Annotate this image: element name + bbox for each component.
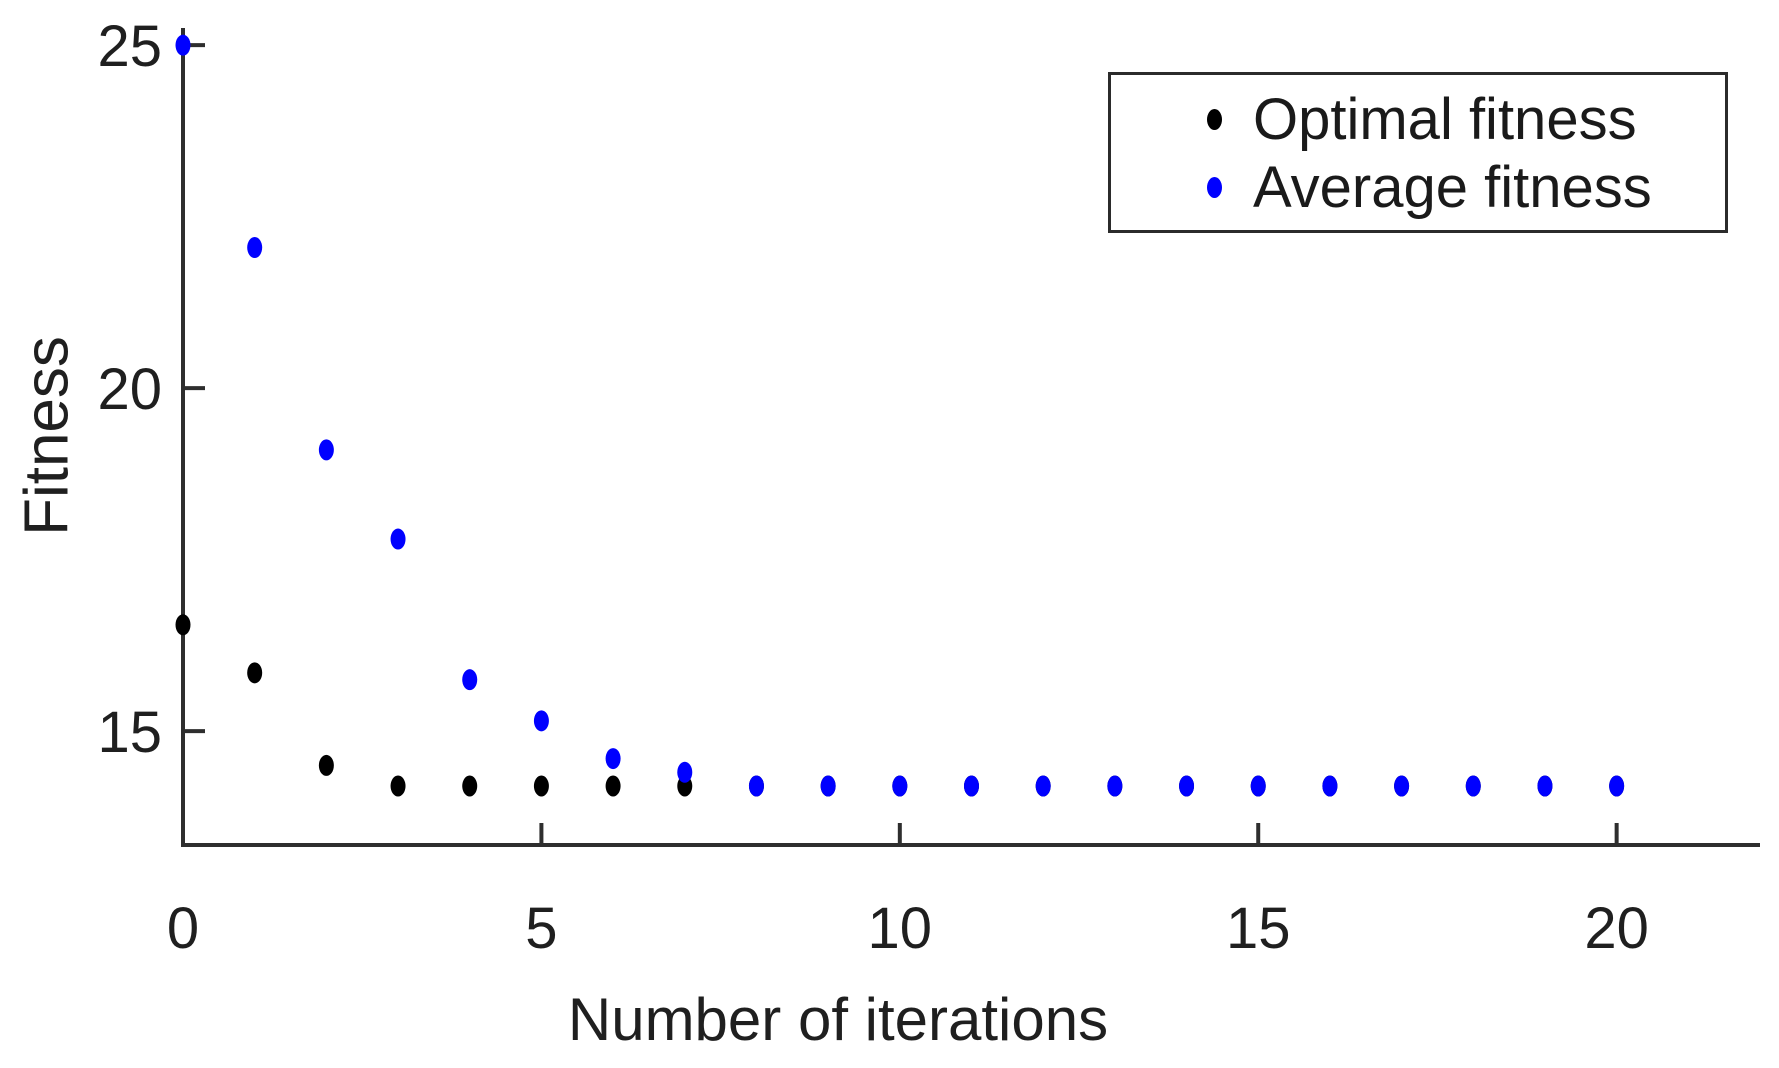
point-optimal-fitness-1 xyxy=(247,662,263,684)
x-axis-label: Number of iterations xyxy=(568,986,1108,1053)
y-tick-label-20: 20 xyxy=(97,357,162,422)
point-average-fitness-16 xyxy=(1322,775,1338,797)
x-tick-label-10: 10 xyxy=(868,896,933,961)
point-average-fitness-10 xyxy=(892,775,908,797)
x-tick-label-0: 0 xyxy=(167,896,199,961)
legend-item-average-fitness: Average fitness xyxy=(1111,153,1725,221)
point-average-fitness-8 xyxy=(748,775,764,797)
point-average-fitness-0 xyxy=(175,34,191,56)
point-average-fitness-3 xyxy=(390,528,406,550)
point-average-fitness-12 xyxy=(1035,775,1051,797)
point-average-fitness-4 xyxy=(462,669,478,691)
point-optimal-fitness-6 xyxy=(605,775,621,797)
legend-dot-icon xyxy=(1207,108,1222,130)
point-average-fitness-18 xyxy=(1465,775,1481,797)
point-average-fitness-14 xyxy=(1179,775,1195,797)
point-average-fitness-7 xyxy=(677,761,693,783)
legend-dot-icon xyxy=(1207,176,1222,198)
point-optimal-fitness-2 xyxy=(318,754,334,776)
x-tick-label-15: 15 xyxy=(1226,896,1291,961)
point-average-fitness-6 xyxy=(605,748,621,770)
point-average-fitness-13 xyxy=(1107,775,1123,797)
point-average-fitness-11 xyxy=(964,775,979,797)
x-tick-label-20: 20 xyxy=(1584,896,1649,961)
legend-item-label: Optimal fitness xyxy=(1253,86,1637,152)
point-average-fitness-17 xyxy=(1394,775,1410,797)
point-average-fitness-5 xyxy=(533,710,549,732)
point-average-fitness-15 xyxy=(1250,775,1266,797)
y-tick-label-15: 15 xyxy=(97,700,162,765)
y-tick-label-25: 25 xyxy=(97,14,162,79)
point-average-fitness-1 xyxy=(247,237,263,259)
point-optimal-fitness-4 xyxy=(462,775,478,797)
point-average-fitness-19 xyxy=(1537,775,1553,797)
legend-item-optimal-fitness: Optimal fitness xyxy=(1111,85,1725,153)
point-average-fitness-20 xyxy=(1609,775,1625,797)
point-average-fitness-9 xyxy=(820,775,836,797)
x-tick-label-5: 5 xyxy=(525,896,557,961)
point-optimal-fitness-5 xyxy=(533,775,549,797)
y-axis-label: Fitness xyxy=(13,336,82,536)
point-average-fitness-2 xyxy=(318,439,334,461)
point-optimal-fitness-0 xyxy=(175,614,191,636)
point-optimal-fitness-3 xyxy=(390,775,406,797)
legend: Optimal fitness Average fitness xyxy=(1108,72,1728,233)
legend-item-label: Average fitness xyxy=(1253,154,1652,220)
